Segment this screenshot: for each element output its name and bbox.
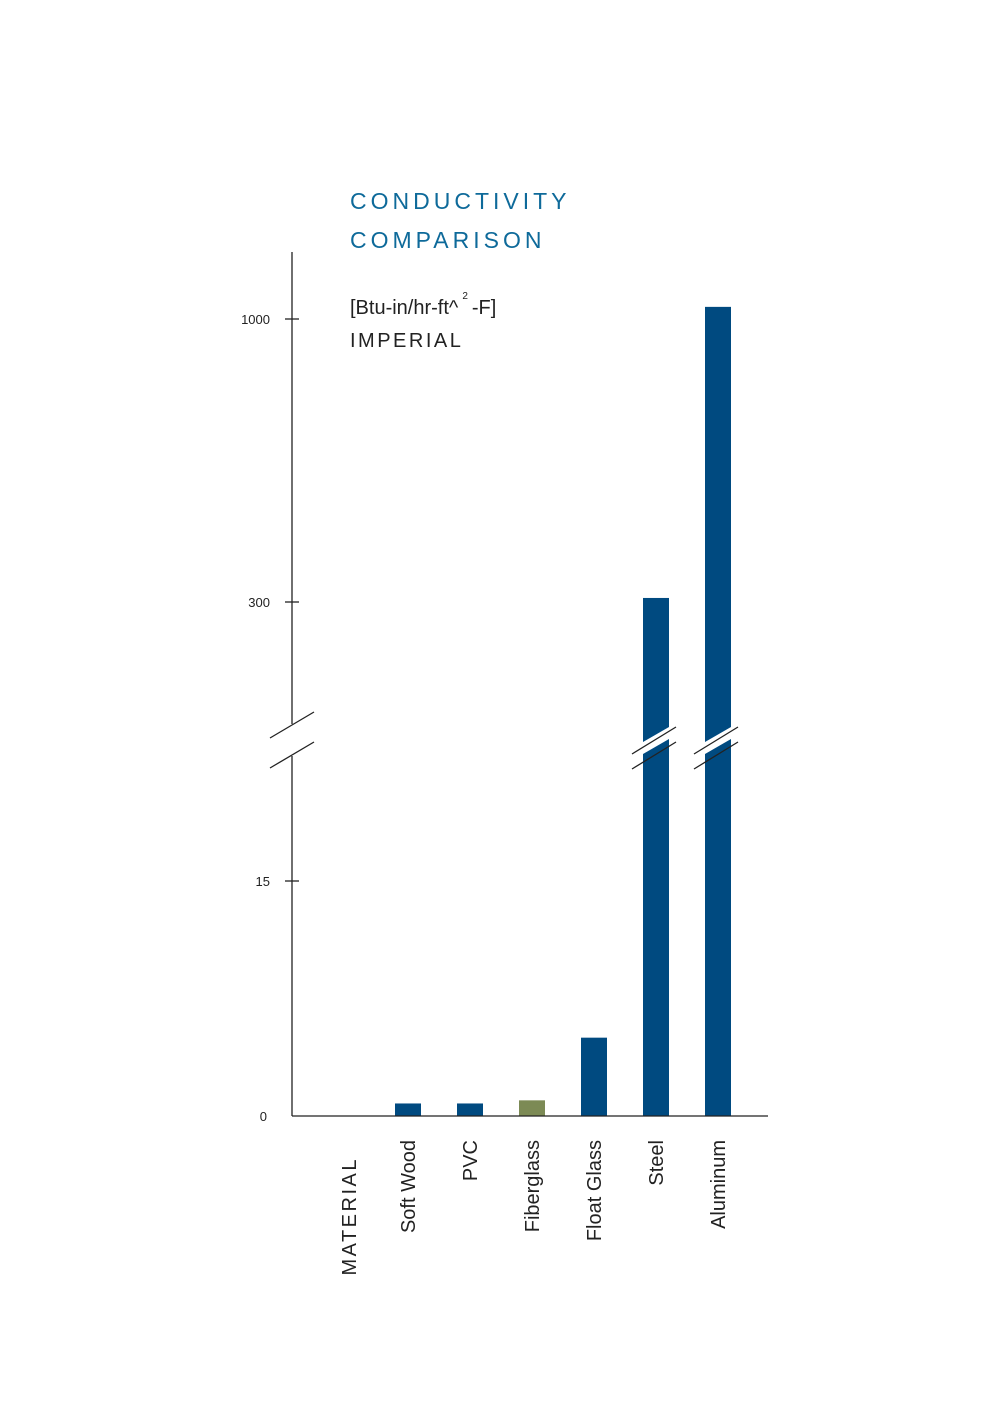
category-label-steel: Steel <box>646 1140 668 1186</box>
bar-pvc <box>457 1103 483 1116</box>
bar-break-gap-steel <box>643 727 669 754</box>
unit-label-suffix: -F] <box>471 297 497 319</box>
bar-soft-wood <box>395 1103 421 1116</box>
chart-title-line-1: CONDUCTIVITY <box>350 188 571 214</box>
bar-break-mark-lower-aluminum <box>693 741 739 770</box>
unit-system-label: IMPERIAL <box>350 330 464 352</box>
category-label-fiberglass: Fiberglass <box>522 1140 544 1232</box>
bar-float-glass <box>581 1037 607 1116</box>
unit-label-superscript: 2 <box>462 291 468 302</box>
chart-title-line-2: COMPARISON <box>350 227 546 253</box>
y-tick-label-0: 0 <box>260 1109 267 1124</box>
bar-break-mark-upper-steel <box>631 726 677 755</box>
bar-break-mark-lower-steel <box>631 741 677 770</box>
y-axis-break-mark-upper <box>269 711 315 739</box>
bar-break-gap-aluminum <box>705 727 731 754</box>
bar-aluminum <box>705 306 731 1116</box>
category-label-pvc: PVC <box>460 1140 482 1181</box>
category-label-soft-wood: Soft Wood <box>398 1140 420 1233</box>
category-label-float-glass: Float Glass <box>584 1140 606 1241</box>
y-axis-break-mark-lower <box>269 741 315 769</box>
x-axis-label: MATERIAL <box>339 1157 361 1276</box>
unit-label-prefix: [Btu-in/hr-ft^ <box>350 297 459 319</box>
unit-label: [Btu-in/hr-ft^2-F] <box>350 291 497 320</box>
y-tick-label-15: 15 <box>256 874 270 889</box>
bar-fiberglass <box>519 1100 545 1116</box>
bar-steel <box>643 597 669 1116</box>
y-axis-break-gap <box>289 724 295 756</box>
category-label-aluminum: Aluminum <box>708 1140 730 1229</box>
y-tick-label-1000: 1000 <box>241 312 270 327</box>
y-tick-label-300: 300 <box>248 595 270 610</box>
bar-break-mark-upper-aluminum <box>693 726 739 755</box>
